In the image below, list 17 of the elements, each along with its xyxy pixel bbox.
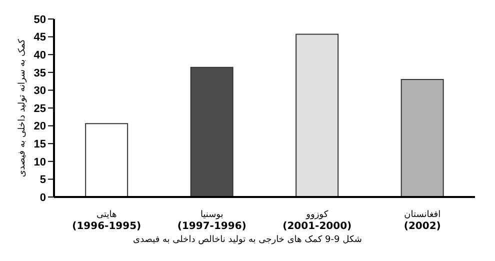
y-tick-label: 15 [34,138,46,151]
y-tick-label: 0 [40,192,46,204]
y-tick-label: 25 [34,102,46,115]
y-tick-label: 50 [34,14,46,26]
text: شکل 9-9 کمک های خارجی به تولید ناخالص داخلی به فیصدی [132,235,363,245]
y-tick-label: 5 [40,174,46,186]
bar [296,34,339,197]
y-tick-label: 40 [34,50,46,62]
y-tick-label: 35 [34,67,46,80]
bar [190,66,234,197]
y-tick-label: 45 [34,32,46,44]
y-axis-title: کمک به سرانه تولید داخلی به فیصدی [17,38,28,178]
y-tick-label: 10 [34,156,46,168]
bar [85,123,128,197]
y-tick-label: 30 [34,85,46,98]
bar [400,79,444,197]
y-tick-label: 20 [34,120,46,133]
